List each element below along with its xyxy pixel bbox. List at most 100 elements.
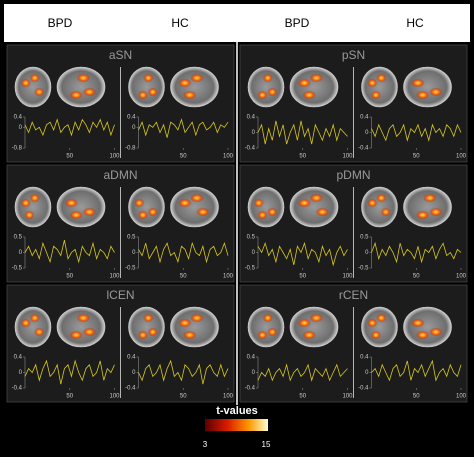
column-label: HC (171, 16, 189, 30)
activation-blob (429, 87, 443, 97)
activation-blob (34, 327, 45, 337)
activation-blob (415, 330, 430, 340)
activation-blob (69, 90, 83, 100)
y-tick-label: 0.5 (360, 235, 369, 241)
activation-blob (34, 87, 45, 97)
time-series (138, 241, 229, 264)
activation-blob (267, 327, 278, 337)
x-tick-label: 50 (413, 154, 420, 160)
x-tick-label: 50 (66, 154, 73, 160)
activation-blob (64, 198, 79, 208)
x-tick-label: 50 (413, 274, 420, 280)
x-tick-label: 100 (342, 394, 353, 400)
y-tick-label: -0.4 (358, 146, 369, 152)
brain-image (14, 306, 52, 348)
y-tick-label: -0.4 (358, 386, 369, 392)
x-tick-label: 100 (342, 274, 353, 280)
x-tick-label: 100 (456, 274, 467, 280)
y-tick-label: -0.4 (125, 386, 136, 392)
panel-title: pSN (342, 48, 365, 62)
activation-blob (429, 327, 443, 337)
activation-blob (196, 207, 210, 217)
x-tick-label: 50 (66, 274, 73, 280)
brain-image (128, 66, 165, 108)
x-tick-label: 50 (180, 274, 187, 280)
y-tick-label: -0.8 (125, 146, 136, 152)
activation-blob (76, 313, 91, 323)
activation-blob (297, 318, 312, 328)
brain-image (128, 306, 165, 348)
activation-blob (302, 90, 316, 100)
brain-image (247, 186, 285, 228)
activation-blob (370, 330, 381, 340)
brain-image (56, 306, 106, 348)
x-tick-label: 100 (109, 274, 120, 280)
x-tick-label: 50 (66, 394, 73, 400)
activation-blob (20, 198, 31, 208)
activation-blob (69, 330, 83, 340)
y-tick-label: -0.5 (12, 266, 23, 272)
y-tick-label: 0 (252, 130, 256, 136)
y-tick-label: 0 (132, 125, 136, 131)
activation-blob (315, 207, 330, 217)
activation-blob (137, 210, 148, 220)
brain-image (170, 306, 219, 348)
y-tick-label: 0 (132, 250, 136, 256)
y-tick-label: -0.5 (125, 266, 136, 272)
y-tick-label: 0.5 (247, 235, 256, 241)
time-series (257, 120, 348, 145)
activation-blob (143, 313, 154, 323)
activation-blob (370, 90, 381, 100)
x-tick-label: 50 (180, 154, 187, 160)
brain-image (361, 186, 398, 228)
activation-blob (29, 193, 40, 203)
brain-image (247, 306, 285, 348)
activation-blob (24, 210, 35, 220)
activation-blob (257, 330, 268, 340)
activation-blob (143, 73, 154, 83)
activation-blob (411, 78, 425, 88)
x-tick-label: 50 (299, 274, 306, 280)
activation-blob (257, 90, 268, 100)
activation-blob (137, 90, 148, 100)
brain-image (403, 306, 452, 348)
activation-blob (82, 327, 97, 337)
activation-blob (415, 210, 430, 220)
panel-title: pDMN (336, 168, 370, 182)
panel-title: rCEN (339, 288, 368, 302)
activation-blob (190, 313, 204, 323)
activation-blob (367, 198, 378, 208)
time-series (257, 241, 348, 267)
activation-blob (411, 318, 425, 328)
activation-blob (415, 90, 430, 100)
y-tick-label: -0.5 (245, 266, 256, 272)
activation-blob (29, 313, 40, 323)
activation-blob (190, 193, 204, 203)
activation-blob (297, 198, 312, 208)
x-tick-label: 100 (456, 154, 467, 160)
colorbar-min: 3 (203, 440, 208, 449)
activation-blob (376, 193, 387, 203)
activation-blob (380, 207, 391, 217)
activation-blob (376, 313, 387, 323)
activation-blob (190, 73, 204, 83)
y-tick-label: 0 (252, 250, 256, 256)
activation-blob (182, 330, 197, 340)
x-tick-label: 50 (413, 394, 420, 400)
activation-blob (262, 73, 273, 83)
time-series (371, 359, 462, 382)
brain-image (247, 66, 285, 108)
activation-blob (29, 73, 40, 83)
x-tick-label: 100 (109, 154, 120, 160)
activation-blob (367, 318, 378, 328)
y-tick-label: 0 (252, 370, 256, 376)
brain-image (361, 66, 398, 108)
x-tick-label: 100 (342, 154, 353, 160)
time-series (257, 363, 348, 382)
brain-image (14, 186, 52, 228)
column-label: HC (406, 16, 424, 30)
activation-blob (297, 78, 312, 88)
activation-blob (147, 207, 158, 217)
